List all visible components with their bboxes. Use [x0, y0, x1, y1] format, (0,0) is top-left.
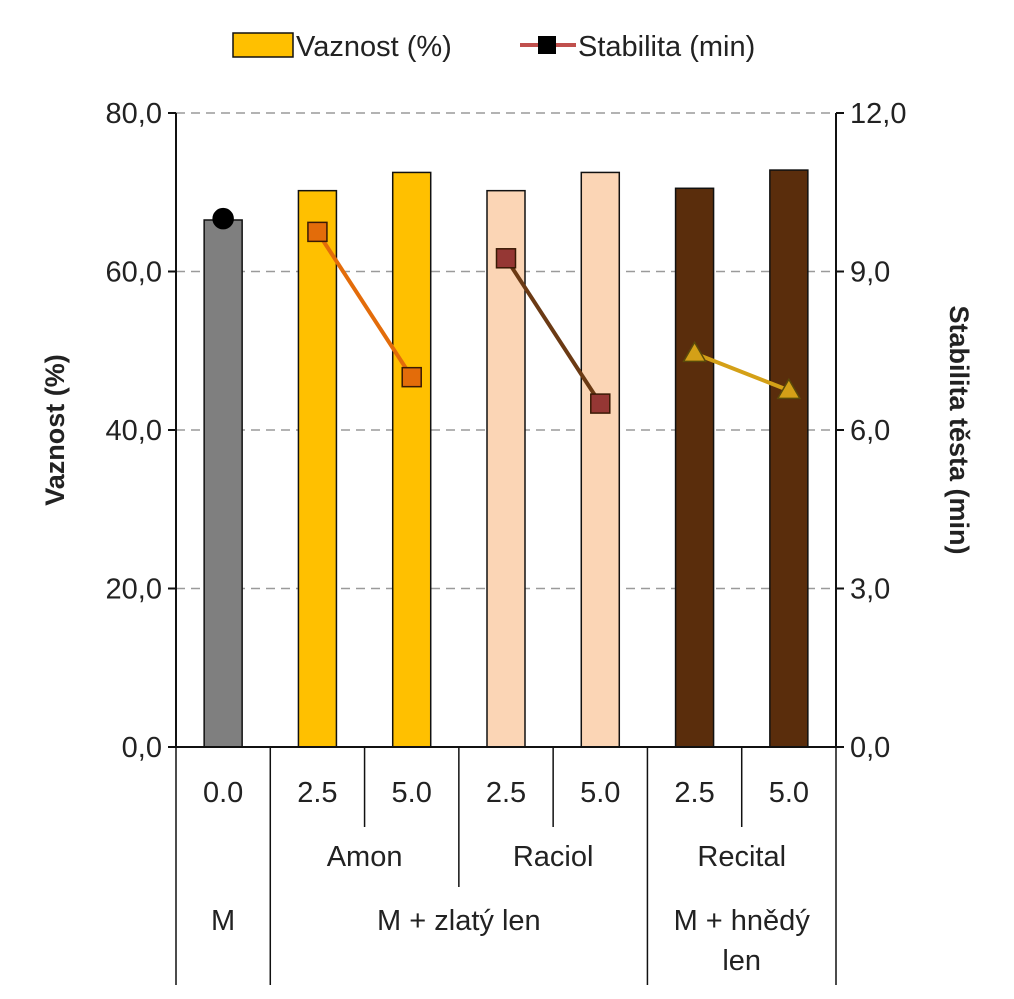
- stability-point: [682, 340, 707, 363]
- supergroup-label: M + hnědý len: [674, 905, 811, 977]
- category-label: 2.5: [297, 777, 337, 809]
- y-tick-label: 0,0: [122, 732, 162, 764]
- bar: [391, 171, 432, 748]
- stability-point: [495, 248, 517, 269]
- y2-tick-label: 9,0: [850, 257, 890, 289]
- y-axis-title: Vaznost (%): [40, 354, 70, 506]
- legend-label-line: Stabilita (min): [578, 31, 755, 63]
- legend-label-bar: Vaznost (%): [296, 31, 452, 63]
- stability-point: [212, 207, 234, 230]
- y2-axis-title: Stabilita těsta (min): [944, 305, 974, 554]
- stability-line: [504, 257, 602, 405]
- category-label: 5.0: [580, 777, 620, 809]
- supergroup-label: M: [211, 905, 235, 937]
- y2-tick-label: 0,0: [850, 732, 890, 764]
- supergroup-label: M + zlatý len: [377, 905, 541, 937]
- y-tick-label: 60,0: [106, 257, 162, 289]
- y-tick-label: 80,0: [106, 98, 162, 130]
- legend-swatch-bar: [232, 32, 294, 58]
- group-label: Amon: [327, 841, 403, 873]
- stability-point: [590, 393, 611, 414]
- bar: [297, 189, 338, 748]
- stability-point: [307, 221, 328, 243]
- bar: [486, 189, 526, 748]
- stability-point: [401, 366, 422, 388]
- category-label: 0.0: [203, 777, 243, 809]
- y2-tick-label: 6,0: [850, 415, 890, 447]
- category-label: 5.0: [392, 777, 432, 809]
- category-label: 2.5: [486, 777, 526, 809]
- legend-swatch-marker: [538, 36, 556, 54]
- y-tick-label: 20,0: [106, 574, 162, 606]
- y2-tick-label: 12,0: [850, 98, 906, 130]
- bar: [580, 171, 621, 748]
- bar: [769, 169, 809, 748]
- stability-line: [693, 351, 790, 393]
- group-label: Raciol: [513, 841, 594, 873]
- group-label: Recital: [697, 841, 786, 873]
- y-tick-label: 40,0: [106, 415, 162, 447]
- y2-tick-label: 3,0: [850, 574, 890, 606]
- stability-point: [776, 377, 802, 400]
- bar: [674, 187, 715, 748]
- category-label: 5.0: [769, 777, 809, 809]
- bar: [203, 219, 243, 748]
- category-label: 2.5: [674, 777, 714, 809]
- stability-line: [315, 230, 414, 379]
